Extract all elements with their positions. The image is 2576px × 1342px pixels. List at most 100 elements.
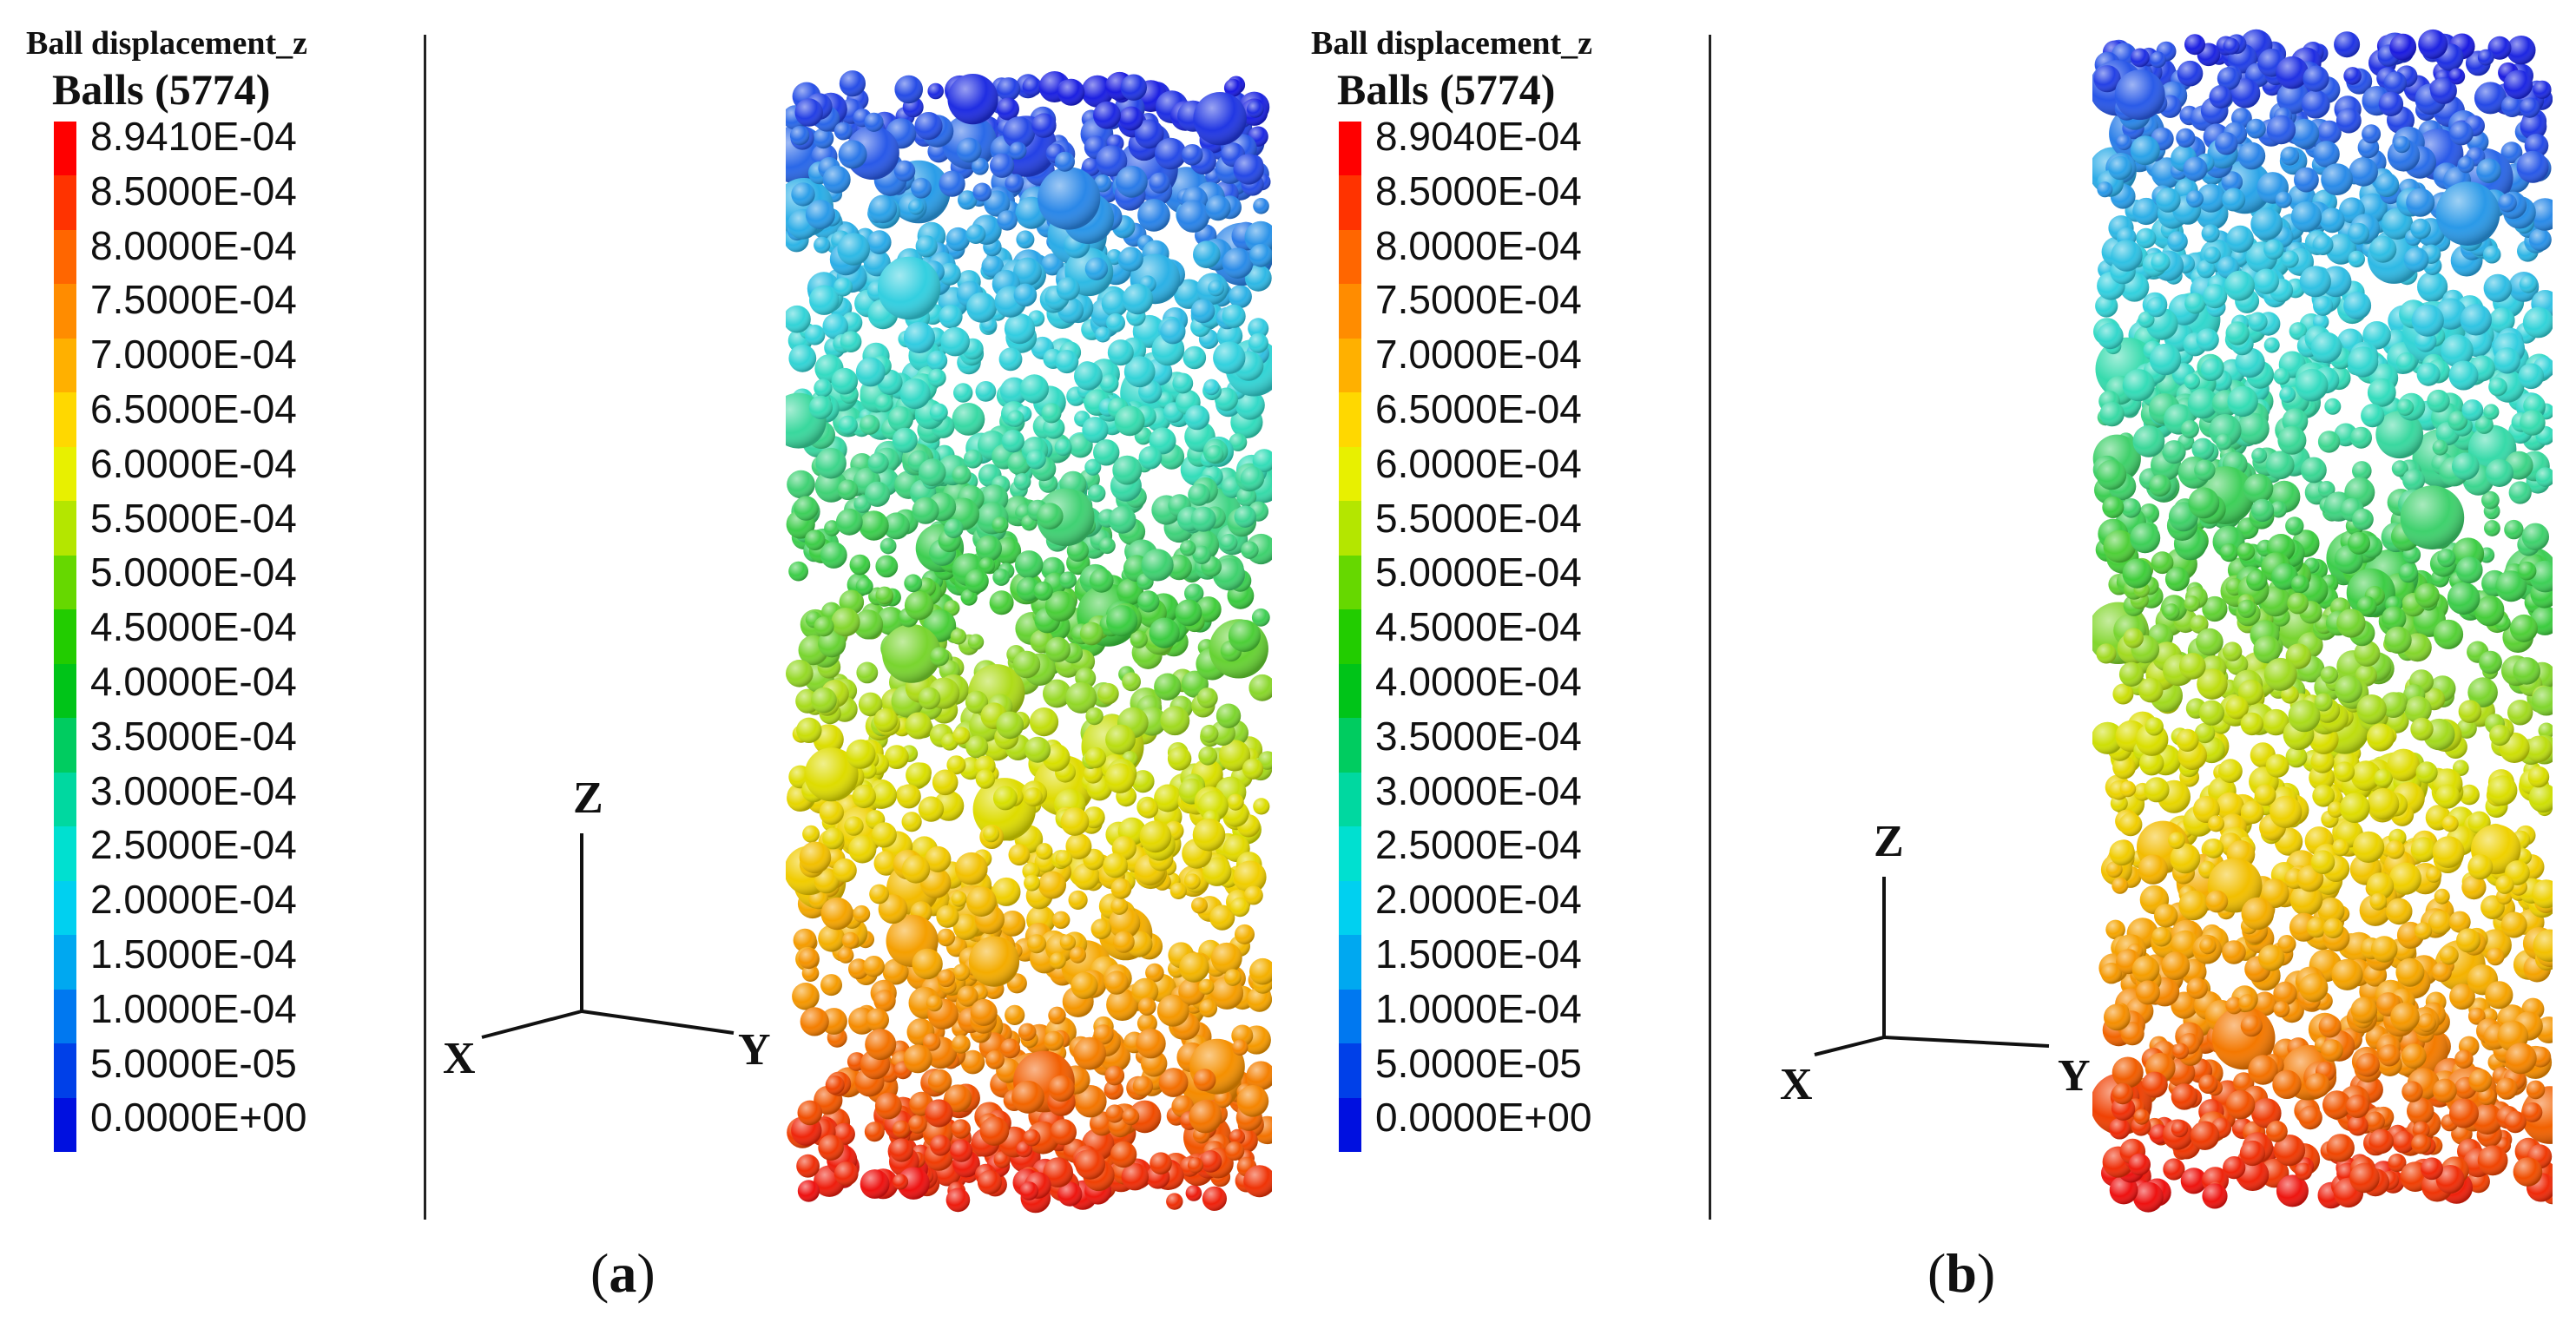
colorbar-swatch	[1339, 935, 1361, 990]
particle-shading	[1156, 994, 1189, 1027]
particle-shading	[918, 796, 945, 822]
panel-a: Ball displacement_z Balls (5774) 8.9410E…	[0, 0, 1285, 1342]
particle-shading	[975, 535, 1002, 562]
particle-shading	[2500, 141, 2523, 164]
particle-shading	[1240, 466, 1265, 490]
particle-shading	[953, 383, 973, 403]
particle-shading	[864, 112, 884, 132]
particle-shading	[783, 305, 811, 333]
particle-shading	[893, 1174, 909, 1190]
particle-shading	[963, 449, 983, 469]
particle-shading	[1036, 488, 1095, 547]
colorbar-swatch	[1339, 122, 1361, 176]
particle-shading	[925, 845, 952, 872]
particle-shading	[927, 1069, 952, 1094]
particle-shading	[1236, 486, 1257, 507]
particle-shading	[855, 577, 873, 595]
particle-shading	[2474, 82, 2507, 115]
legend-value: 3.0000E-04	[1375, 767, 1582, 813]
particle-shading	[940, 326, 970, 357]
particle-shading	[2417, 271, 2448, 302]
particle-shading	[1229, 285, 1252, 308]
particle-shading	[1082, 157, 1101, 176]
particle-shading	[867, 452, 889, 474]
particle-shading	[1208, 280, 1224, 297]
particle-shading	[901, 855, 931, 884]
particle-shading	[2398, 562, 2419, 583]
particle-shading	[822, 165, 851, 194]
particle-shading	[1055, 151, 1075, 172]
particle-shading	[848, 835, 877, 864]
particle-shading	[1005, 1004, 1025, 1025]
particle-shading	[2136, 227, 2157, 249]
legend-value: 6.5000E-04	[90, 385, 297, 431]
particle-shading	[2489, 307, 2515, 334]
particle-shading	[1055, 350, 1079, 374]
particle-shading	[1089, 568, 1114, 593]
particle-shading	[1137, 997, 1156, 1016]
particle-shading	[846, 739, 876, 769]
particle-shading	[798, 948, 820, 970]
particle-shading	[1060, 807, 1090, 836]
particle-shading	[955, 852, 988, 885]
particle-shading	[804, 325, 826, 345]
particle-shading	[952, 1035, 971, 1054]
particle-shading	[1220, 534, 1238, 552]
particle-shading	[977, 1170, 1002, 1194]
particle-shading	[2275, 191, 2292, 208]
particle-shading	[1241, 541, 1259, 559]
particle-shading	[868, 194, 898, 224]
particle-shading	[1210, 942, 1242, 974]
particle-shading	[1105, 724, 1136, 755]
particle-shading	[1093, 101, 1121, 129]
legend-value: 0.0000E+00	[1375, 1095, 1592, 1141]
particle-shading	[957, 985, 978, 1007]
legend-value: 6.5000E-04	[1375, 385, 1582, 431]
particle-shading	[1184, 405, 1210, 431]
particle-shading	[985, 1050, 1005, 1069]
particle-shading	[1118, 247, 1143, 272]
particle-shading	[951, 1119, 971, 1139]
particle-shading	[1073, 1036, 1106, 1070]
particle-shading	[1214, 1089, 1233, 1108]
particle-shading	[1166, 1193, 1183, 1210]
particle-shading	[788, 344, 817, 372]
particle-shading	[882, 958, 909, 985]
particle-shading	[840, 331, 862, 352]
particle-shading	[1243, 1165, 1276, 1198]
particle-shading	[875, 586, 894, 605]
particle-shading	[1031, 113, 1057, 138]
particle-shading	[1246, 1061, 1276, 1090]
particle-shading	[1137, 590, 1160, 613]
legend-value: 2.0000E-04	[90, 877, 297, 923]
particle-shading	[1004, 313, 1036, 345]
particle-shading	[926, 350, 948, 372]
particle-shading	[2467, 1007, 2486, 1025]
particle-shading	[1198, 978, 1215, 995]
colorbar-swatch	[54, 1043, 76, 1098]
particle-shading	[884, 745, 909, 769]
particle-shading	[1054, 438, 1072, 457]
particle-shading	[844, 816, 864, 836]
colorbar-swatch	[1339, 555, 1361, 610]
particle-shading	[1044, 1030, 1064, 1051]
particle-shading	[831, 608, 860, 637]
particle-shading	[1138, 799, 1159, 819]
axis-label-x: X	[1780, 1060, 1813, 1109]
particle-shading	[965, 735, 989, 759]
particle-shading	[869, 884, 889, 905]
particle-shading	[1057, 1181, 1083, 1207]
particle-shading	[2459, 784, 2480, 806]
particle-shading	[1145, 963, 1164, 983]
particle-shading	[1130, 630, 1148, 648]
particle-shading	[1247, 101, 1264, 118]
particle-shading	[797, 1100, 823, 1126]
particle-shading	[1029, 707, 1059, 737]
particle-shading	[1160, 706, 1190, 736]
particle-shading	[853, 609, 884, 640]
particle-shading	[1225, 1141, 1245, 1161]
particle-shading	[1202, 857, 1232, 886]
colorbar-swatch	[54, 284, 76, 339]
particle-shading	[1009, 141, 1027, 160]
particle-shading	[1065, 833, 1092, 859]
